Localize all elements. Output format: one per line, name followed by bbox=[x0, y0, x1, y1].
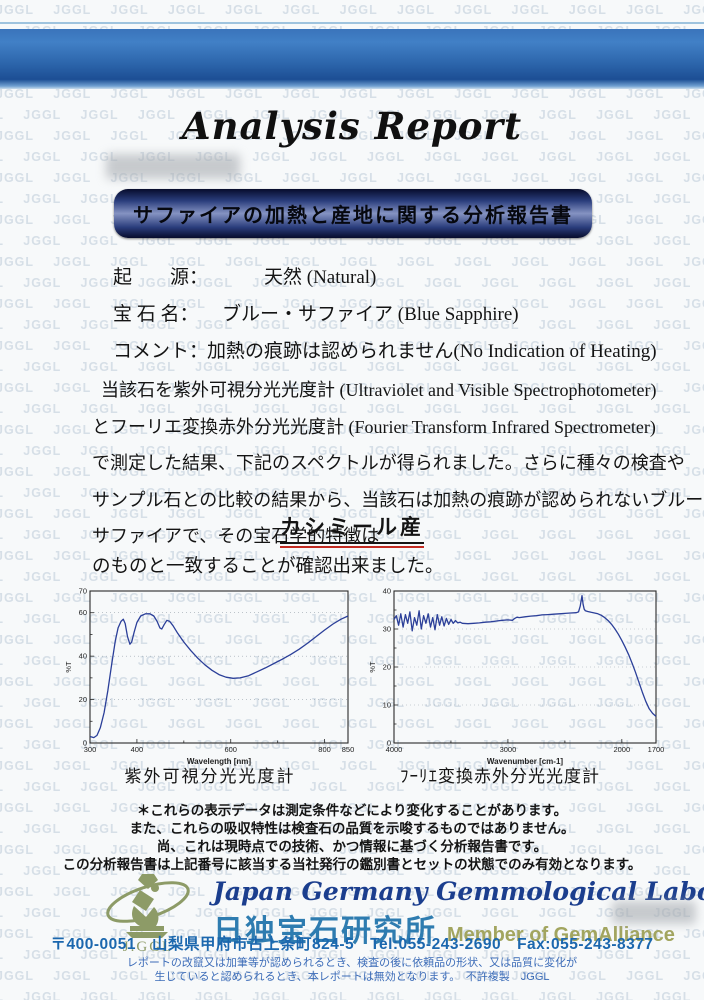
comment-value: 加熱の痕跡は認められません(No Indication of Heating) bbox=[207, 341, 657, 362]
svg-text:3000: 3000 bbox=[500, 745, 517, 754]
top-hairline bbox=[0, 22, 704, 24]
svg-text:1700: 1700 bbox=[648, 745, 664, 754]
svg-text:30: 30 bbox=[383, 625, 391, 634]
confirmation-line: のものと一致することが確認出来ました。 bbox=[92, 557, 444, 577]
gem-name-label: 宝 石 名： bbox=[113, 304, 199, 325]
lab-name-row: 日独宝石研究所 Member of GemAlliance bbox=[213, 906, 675, 950]
note-line: この分析報告書は上記番号に該当する当社発行の鑑別書とセットの状態でのみ有効となり… bbox=[62, 857, 642, 872]
top-blue-bar bbox=[0, 29, 704, 89]
subject-banner: サファイアの加熱と産地に関する分析報告書 bbox=[114, 189, 592, 238]
ftir-spectrum-chart: 4000 3000 2000 1700 0 10 20 30 40 Wavenumber [cm-… bbox=[368, 587, 664, 767]
origin-highlight: カシミール産 bbox=[0, 511, 704, 548]
svg-text:600: 600 bbox=[224, 745, 237, 754]
watermark-row: JGGL JGGL JGGL JGGL JGGL JGGL JGGL JGGL … bbox=[0, 990, 704, 1000]
paragraph-line: サファイアで、その宝石学的特徴は bbox=[92, 526, 380, 546]
subject-banner-label: サファイアの加熱と産地に関する分析報告書 bbox=[133, 205, 573, 227]
svg-text:60: 60 bbox=[79, 608, 87, 617]
svg-text:0: 0 bbox=[83, 739, 87, 748]
ftir-chart-caption: ﾌｰﾘｴ変換赤外分光光度計 bbox=[400, 767, 600, 786]
paragraph-line: 当該石を紫外可視分光光度計 (Ultraviolet and Visible S… bbox=[101, 380, 657, 400]
svg-text:Wavenumber [cm-1]: Wavenumber [cm-1] bbox=[487, 757, 564, 766]
note-line: ＊これらの表示データは測定条件などにより変化することがあります。 bbox=[136, 803, 568, 818]
uv-vis-chart-caption: 紫外可視分光光度計 bbox=[124, 767, 296, 786]
paragraph-line: で測定した結果、下記のスペクトルが得られました。さらに種々の検査や bbox=[92, 453, 685, 473]
membership-text: Member of GemAlliance bbox=[447, 924, 675, 946]
svg-text:20: 20 bbox=[383, 663, 391, 672]
logo-text: J.GGL bbox=[123, 939, 173, 952]
comment-label: コメント： bbox=[113, 341, 209, 362]
svg-text:70: 70 bbox=[79, 587, 87, 596]
address-line: 〒400-0051 山梨県甲府市古上条町824-5 Tel:055-243-26… bbox=[50, 936, 654, 953]
svg-text:0: 0 bbox=[387, 739, 391, 748]
redacted-report-number bbox=[106, 154, 240, 179]
gem-name-value: ブルー・サファイア (Blue Sapphire) bbox=[222, 304, 519, 325]
svg-text:850: 850 bbox=[342, 745, 355, 754]
origin-highlight-text: カシミール産 bbox=[280, 511, 424, 544]
svg-text:%T: %T bbox=[64, 661, 73, 673]
svg-text:10: 10 bbox=[383, 701, 391, 710]
fine-print-line: 生じていると認められるとき、本レポートは無効となります。 不許複製 JGGL bbox=[154, 971, 550, 983]
svg-text:Wavelength [nm]: Wavelength [nm] bbox=[187, 757, 251, 766]
origin-label: 起 源： bbox=[113, 267, 209, 288]
note-line: また、これらの吸収特性は検査石の品質を示唆するものではありません。 bbox=[129, 821, 575, 836]
svg-text:%T: %T bbox=[368, 661, 377, 673]
fine-print-line: レポートの改竄又は加筆等が認められるとき、検査の後に依頼品の形状、又は品質に変化… bbox=[126, 957, 578, 969]
svg-text:2000: 2000 bbox=[613, 745, 630, 754]
svg-text:400: 400 bbox=[131, 745, 144, 754]
lab-name-japanese: 日独宝石研究所 bbox=[213, 915, 437, 948]
fine-print: レポートの改竄又は加筆等が認められるとき、検査の後に依頼品の形状、又は品質に変化… bbox=[0, 956, 704, 984]
body-paragraph: 当該石を紫外可視分光光度計 (Ultraviolet and Visible S… bbox=[92, 372, 704, 555]
watermark-row: JGGL JGGL JGGL JGGL JGGL JGGL JGGL JGGL … bbox=[0, 3, 704, 17]
uv-vis-spectrum-chart: 300 400 600 800 850 0 20 40 60 70 Wavelength [nm]%… bbox=[64, 587, 355, 767]
svg-text:40: 40 bbox=[383, 587, 391, 596]
disclaimer-notes: ＊これらの表示データは測定条件などにより変化することがあります。 また、これらの… bbox=[0, 802, 704, 874]
jggl-microscope-logo: J.GGL bbox=[106, 874, 190, 952]
paragraph-line: とフーリエ変換赤外分光光度計 (Fourier Transform Infrar… bbox=[92, 416, 656, 437]
note-line: 尚、これは現時点での技術、かつ情報に基づく分析報告書です。 bbox=[156, 839, 548, 854]
svg-text:300: 300 bbox=[84, 745, 97, 754]
paragraph-line: サンプル石との比較の結果から、当該石は加熱の痕跡が認められないブルー・ bbox=[92, 489, 704, 510]
svg-text:20: 20 bbox=[79, 695, 87, 704]
svg-text:800: 800 bbox=[318, 745, 331, 754]
page-title: Analysis Report bbox=[181, 104, 523, 148]
svg-text:4000: 4000 bbox=[386, 745, 403, 754]
svg-text:40: 40 bbox=[79, 652, 87, 661]
origin-value: 天然 (Natural) bbox=[264, 267, 377, 288]
redacted-footer-stamp bbox=[612, 901, 696, 924]
